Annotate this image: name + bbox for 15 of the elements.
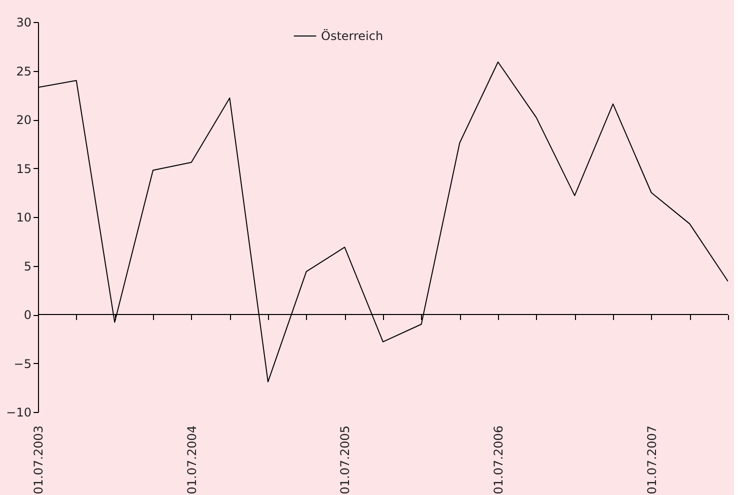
y-tick-label: 15: [16, 162, 32, 176]
x-tick-label: 01.07.2007: [644, 426, 659, 494]
y-tick-label: 10: [16, 210, 32, 224]
x-tick-label: 01.07.2006: [492, 426, 506, 494]
x-tick-label: 01.07.2003: [32, 426, 46, 494]
x-tick-label: 01.07.2004: [184, 426, 199, 494]
y-tick-label: 30: [16, 16, 32, 30]
y-tick-label: 0: [24, 308, 32, 322]
legend-label: Österreich: [321, 29, 384, 43]
y-tick-label: 25: [16, 64, 32, 78]
y-tick-label: 20: [16, 113, 32, 127]
y-tick-label: −5: [14, 356, 32, 371]
x-tick-label: 01.07.2005: [338, 426, 352, 494]
y-tick-label: 5: [24, 259, 32, 274]
y-tick-label: −10: [6, 406, 32, 420]
